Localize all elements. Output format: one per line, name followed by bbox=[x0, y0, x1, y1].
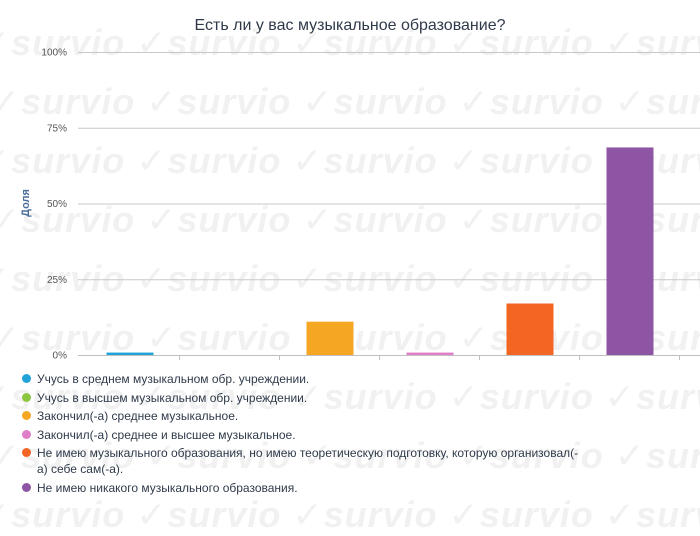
bars bbox=[106, 147, 680, 360]
bar-4 bbox=[406, 352, 454, 355]
legend-label: Закончил(-а) среднее музыкальное. bbox=[37, 409, 239, 423]
legend-marker bbox=[22, 411, 31, 420]
y-tick-label: 25% bbox=[47, 275, 67, 286]
y-tick-labels: 0% 25% 50% 75% 100% bbox=[41, 48, 67, 362]
legend-item: Не имею музыкального образования, но име… bbox=[22, 445, 582, 477]
legend-item: Не имею никакого музыкального образовани… bbox=[22, 480, 582, 496]
y-tick-label: 0% bbox=[53, 351, 68, 362]
chart-title: Есть ли у вас музыкальное образование? bbox=[195, 17, 506, 34]
legend-item: Закончил(-а) среднее музыкальное. bbox=[22, 408, 582, 424]
y-tick-label: 75% bbox=[47, 123, 67, 134]
legend-label: Закончил(-а) среднее и высшее музыкально… bbox=[37, 427, 296, 442]
bar-3 bbox=[306, 321, 354, 355]
legend-item: Учусь в среднем музыкальном обр. учрежде… bbox=[22, 371, 582, 387]
legend: Учусь в среднем музыкальном обр. учрежде… bbox=[22, 371, 582, 498]
bar-1 bbox=[106, 352, 154, 355]
legend-marker bbox=[22, 374, 31, 383]
bar-5 bbox=[506, 303, 554, 355]
legend-marker bbox=[22, 392, 31, 402]
legend-marker bbox=[22, 429, 31, 439]
watermark-row: ✓survio ✓survio ✓survio ✓survio ✓survio … bbox=[0, 494, 700, 535]
bar-chart: Есть ли у вас музыкальное образование? Д… bbox=[20, 17, 700, 362]
y-tick-label: 50% bbox=[47, 199, 67, 210]
legend-label: Не имею никакого музыкального образовани… bbox=[37, 480, 298, 495]
legend-item: Учусь в высшем музыкальном обр. учрежден… bbox=[22, 390, 582, 406]
legend-label: Учусь в среднем музыкальном обр. учрежде… bbox=[37, 372, 310, 386]
y-tick-label: 100% bbox=[41, 48, 67, 59]
legend-marker bbox=[22, 482, 31, 492]
legend-label: Не имею музыкального образования, но име… bbox=[37, 446, 579, 476]
legend-item: Закончил(-а) среднее и высшее музыкально… bbox=[22, 427, 582, 443]
legend-label: Учусь в высшем музыкальном обр. учрежден… bbox=[37, 390, 308, 405]
gridlines bbox=[78, 52, 700, 356]
bar-6 bbox=[606, 147, 654, 355]
legend-marker bbox=[22, 448, 31, 457]
y-axis-label: Доля bbox=[20, 189, 32, 217]
